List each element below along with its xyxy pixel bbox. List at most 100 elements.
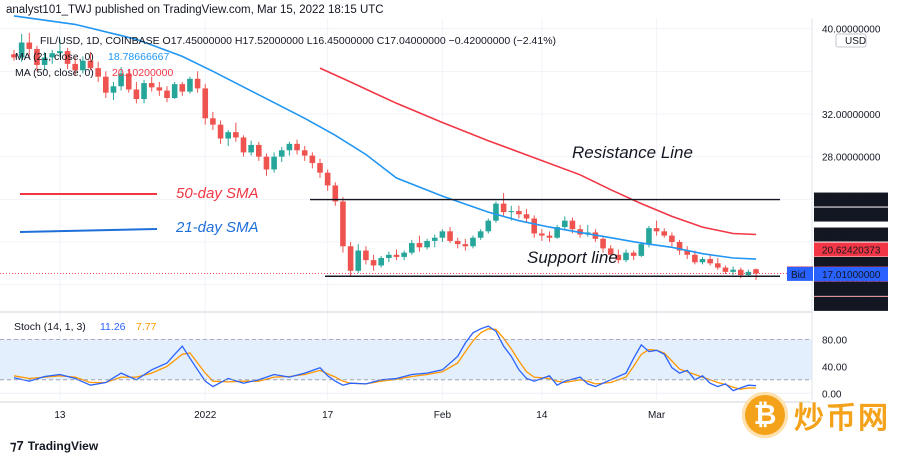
candle [179,82,186,96]
candle-body [523,214,530,219]
candle [516,205,522,219]
candle-body [745,271,752,276]
candle-body [324,172,331,186]
candle [500,192,507,217]
time-tick-label: Feb [434,410,452,421]
candle-body [516,211,522,215]
candle [416,235,423,252]
candle [118,67,124,91]
candle-body [653,228,660,232]
candle-body [669,235,675,242]
candle-body [615,254,622,261]
candle [355,244,362,273]
legend-stoch-label: Stoch (14, 1, 3) [14,321,86,333]
price-tag: 16.78700653 [814,296,888,311]
candle [294,139,300,155]
candle [95,61,101,82]
candle-body [401,252,407,257]
legend-stoch-d: 7.77 [136,321,157,333]
ma50-line [319,67,757,236]
candle-body [554,227,560,238]
candle [615,249,622,264]
candle [217,120,224,144]
candle [87,52,94,71]
legend-ohlc: FIL/USD, 1D, COINBASE O17.45000000 H17.5… [40,35,556,47]
price-tag-bg [814,227,888,242]
candle [600,235,606,253]
candle-body [753,269,759,274]
bitcoin-icon: ₿ [742,392,788,438]
stoch-k-line [13,325,757,392]
candle-body [233,132,239,138]
candle-body [730,269,736,272]
candle-body [164,90,170,98]
candle [233,122,239,142]
price-tag-text: 16.78700653 [822,300,881,311]
tradingview-logo[interactable]: ⁊7 TradingView [10,438,98,454]
candle-body [531,218,537,234]
candle [18,34,25,62]
candle [485,218,492,234]
price-tag-text: 17.93536618 [822,260,881,271]
candle [669,232,675,247]
sma50-annotation: 50-day SMA [176,185,259,202]
sma21-sample-line [19,228,158,233]
candle [340,197,346,253]
candle-body [416,243,423,248]
candle-body [256,144,262,157]
price-tag-text: 17.01000000 [822,270,881,281]
candle-body [34,48,40,65]
candle-body [737,269,744,276]
candle-body [286,143,293,151]
candle [745,269,752,277]
time-axis[interactable]: 13 2022 17 Feb 14 Mar [54,410,666,421]
candle-body [148,83,155,88]
candle-body [607,248,614,255]
candle-body [500,203,507,213]
candle [187,76,193,94]
candle-body [470,237,476,247]
candle-body [661,231,668,236]
candle [57,39,63,58]
candle-body [439,231,446,238]
time-tick-label: 2022 [194,410,217,421]
ma21-line [13,15,757,260]
watermark-logo-text: 炒币网 [794,402,890,435]
candle-body [72,63,78,71]
candle [753,268,759,280]
candle [653,220,660,236]
candle-body [332,185,339,202]
candle-body [271,156,277,170]
candle [523,208,530,222]
tradingview-logo-icon: ⁊7 [10,438,24,453]
price-tick-label: 40.00000000 [822,25,881,36]
tradingview-logo-text: TradingView [27,439,99,453]
price-tag: 23.97913879 [814,207,888,222]
candle-body [240,137,247,153]
candle [439,229,446,242]
candle-body [278,150,285,157]
stoch-axis[interactable]: 80.00 40.00 0.00 [822,336,847,401]
candle-body [133,89,140,100]
candle [301,146,308,161]
legend-ma50-value: 20.10200000 [112,67,173,79]
candle-body [424,240,430,248]
candle [493,201,499,223]
candle-body [546,235,553,238]
candle-body [118,73,124,87]
time-tick-label: 13 [54,410,66,421]
price-tag: 23.97913879 [814,192,888,207]
candle [103,71,109,98]
candle-body [477,231,484,238]
price-tag-text: 23.97913879 [822,211,881,222]
candle-body [722,267,729,272]
candle [707,254,713,266]
candle [309,152,316,169]
candle-body [676,242,683,251]
candle [26,32,33,58]
price-tag-text: 16.78700653 [822,285,881,296]
candle-body [623,252,629,261]
candle [363,246,369,265]
